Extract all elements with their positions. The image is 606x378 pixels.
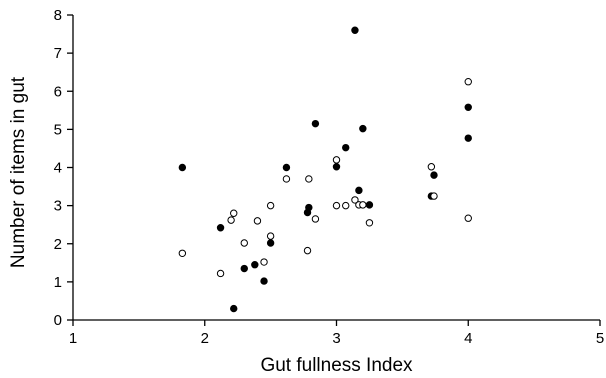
y-tick-label: 5 [54, 121, 62, 138]
filled-data-point [332, 163, 341, 171]
open-data-point [227, 216, 235, 224]
filled-data-point [365, 201, 374, 209]
x-tick-label: 3 [332, 330, 340, 347]
open-data-point [311, 215, 320, 223]
open-data-point [359, 201, 367, 209]
filled-data-point [355, 186, 363, 195]
filled-data-point [216, 224, 225, 232]
y-tick-label: 1 [54, 274, 62, 291]
y-tick-label: 3 [54, 198, 62, 215]
open-data-point [266, 201, 275, 210]
open-data-point [464, 214, 472, 222]
filled-data-point [178, 163, 187, 172]
open-data-point [303, 246, 312, 255]
y-tick-label: 6 [54, 83, 62, 100]
open-data-point [216, 269, 225, 278]
filled-data-point [260, 277, 268, 285]
filled-data-point [240, 264, 248, 273]
filled-data-point [342, 143, 350, 152]
filled-data-point [251, 261, 259, 269]
x-axis-title: Gut fullness Index [260, 355, 413, 376]
filled-data-point [311, 119, 320, 128]
open-data-point [230, 209, 238, 217]
filled-data-point [359, 124, 367, 133]
open-data-point [305, 175, 313, 183]
open-data-point [332, 201, 341, 210]
open-data-point [351, 196, 359, 204]
filled-data-point [230, 304, 238, 313]
open-data-point [365, 219, 374, 227]
filled-data-point [464, 134, 472, 142]
open-data-point [464, 78, 472, 86]
filled-data-point [430, 171, 438, 179]
y-tick-label: 2 [54, 236, 62, 253]
y-axis-title: Number of items in gut [8, 76, 29, 268]
y-tick-label: 8 [54, 7, 62, 24]
x-tick-label: 4 [464, 330, 472, 347]
open-data-point [427, 163, 436, 171]
y-tick-label: 4 [54, 160, 62, 177]
filled-data-point [305, 203, 313, 212]
x-tick-label: 1 [69, 330, 77, 347]
open-data-point [240, 239, 248, 247]
x-tick-label: 5 [596, 330, 604, 347]
data-points [178, 26, 472, 313]
open-data-point [266, 232, 275, 240]
open-data-point [178, 249, 187, 257]
open-data-point [332, 156, 341, 164]
open-data-point [253, 217, 262, 225]
open-data-point [430, 192, 438, 200]
open-data-point [282, 175, 291, 183]
y-tick-label: 7 [54, 45, 62, 62]
x-tick-label: 2 [201, 330, 209, 347]
open-data-point [342, 201, 350, 210]
filled-data-point [351, 26, 359, 34]
open-data-point [260, 258, 268, 266]
filled-data-point [266, 239, 275, 247]
filled-data-point [464, 103, 472, 111]
filled-data-point [282, 163, 291, 172]
y-tick-label: 0 [54, 312, 62, 329]
